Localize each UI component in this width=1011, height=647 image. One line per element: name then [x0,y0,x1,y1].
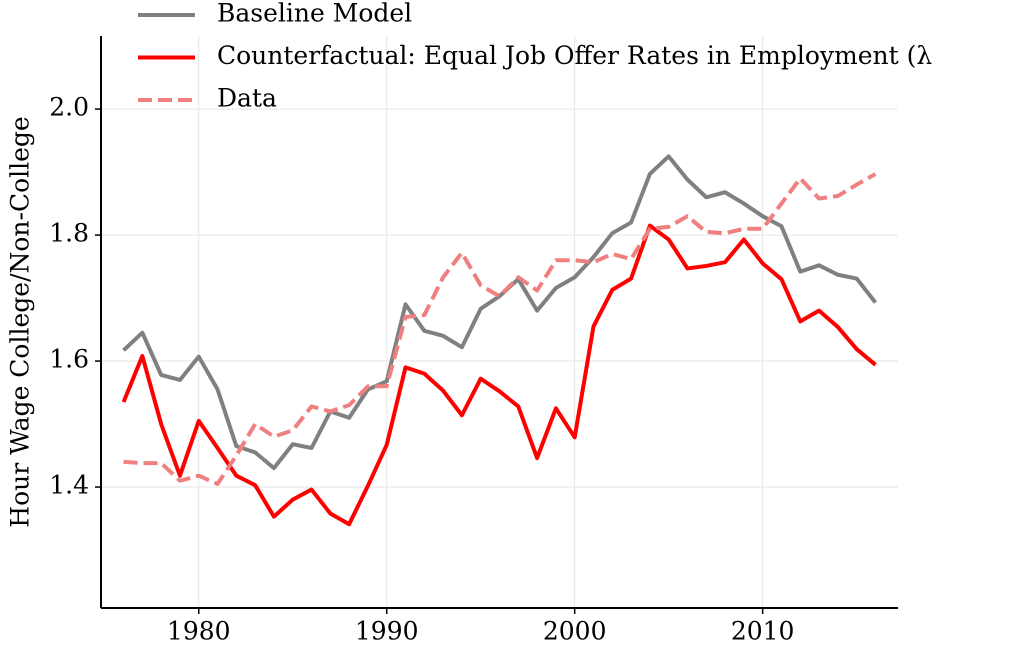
y-axis-label: Hour Wage College/Non-College [6,116,35,527]
series-line [121,223,877,527]
series-line [123,172,877,486]
legend-label: Baseline Model [217,0,412,28]
y-tick-label: 1.6 [49,345,89,374]
legend-label: Data [217,84,277,113]
x-tick-label: 1990 [355,617,419,646]
series-line [122,154,878,471]
y-tick-label: 1.4 [49,471,89,500]
x-tick-label: 1980 [167,617,231,646]
x-tick-label: 2000 [543,617,607,646]
y-tick-label: 2.0 [49,93,89,122]
x-tick-label: 2010 [731,617,795,646]
legend-label: Counterfactual: Equal Job Offer Rates in… [217,41,932,70]
y-tick-label: 1.8 [49,219,89,248]
